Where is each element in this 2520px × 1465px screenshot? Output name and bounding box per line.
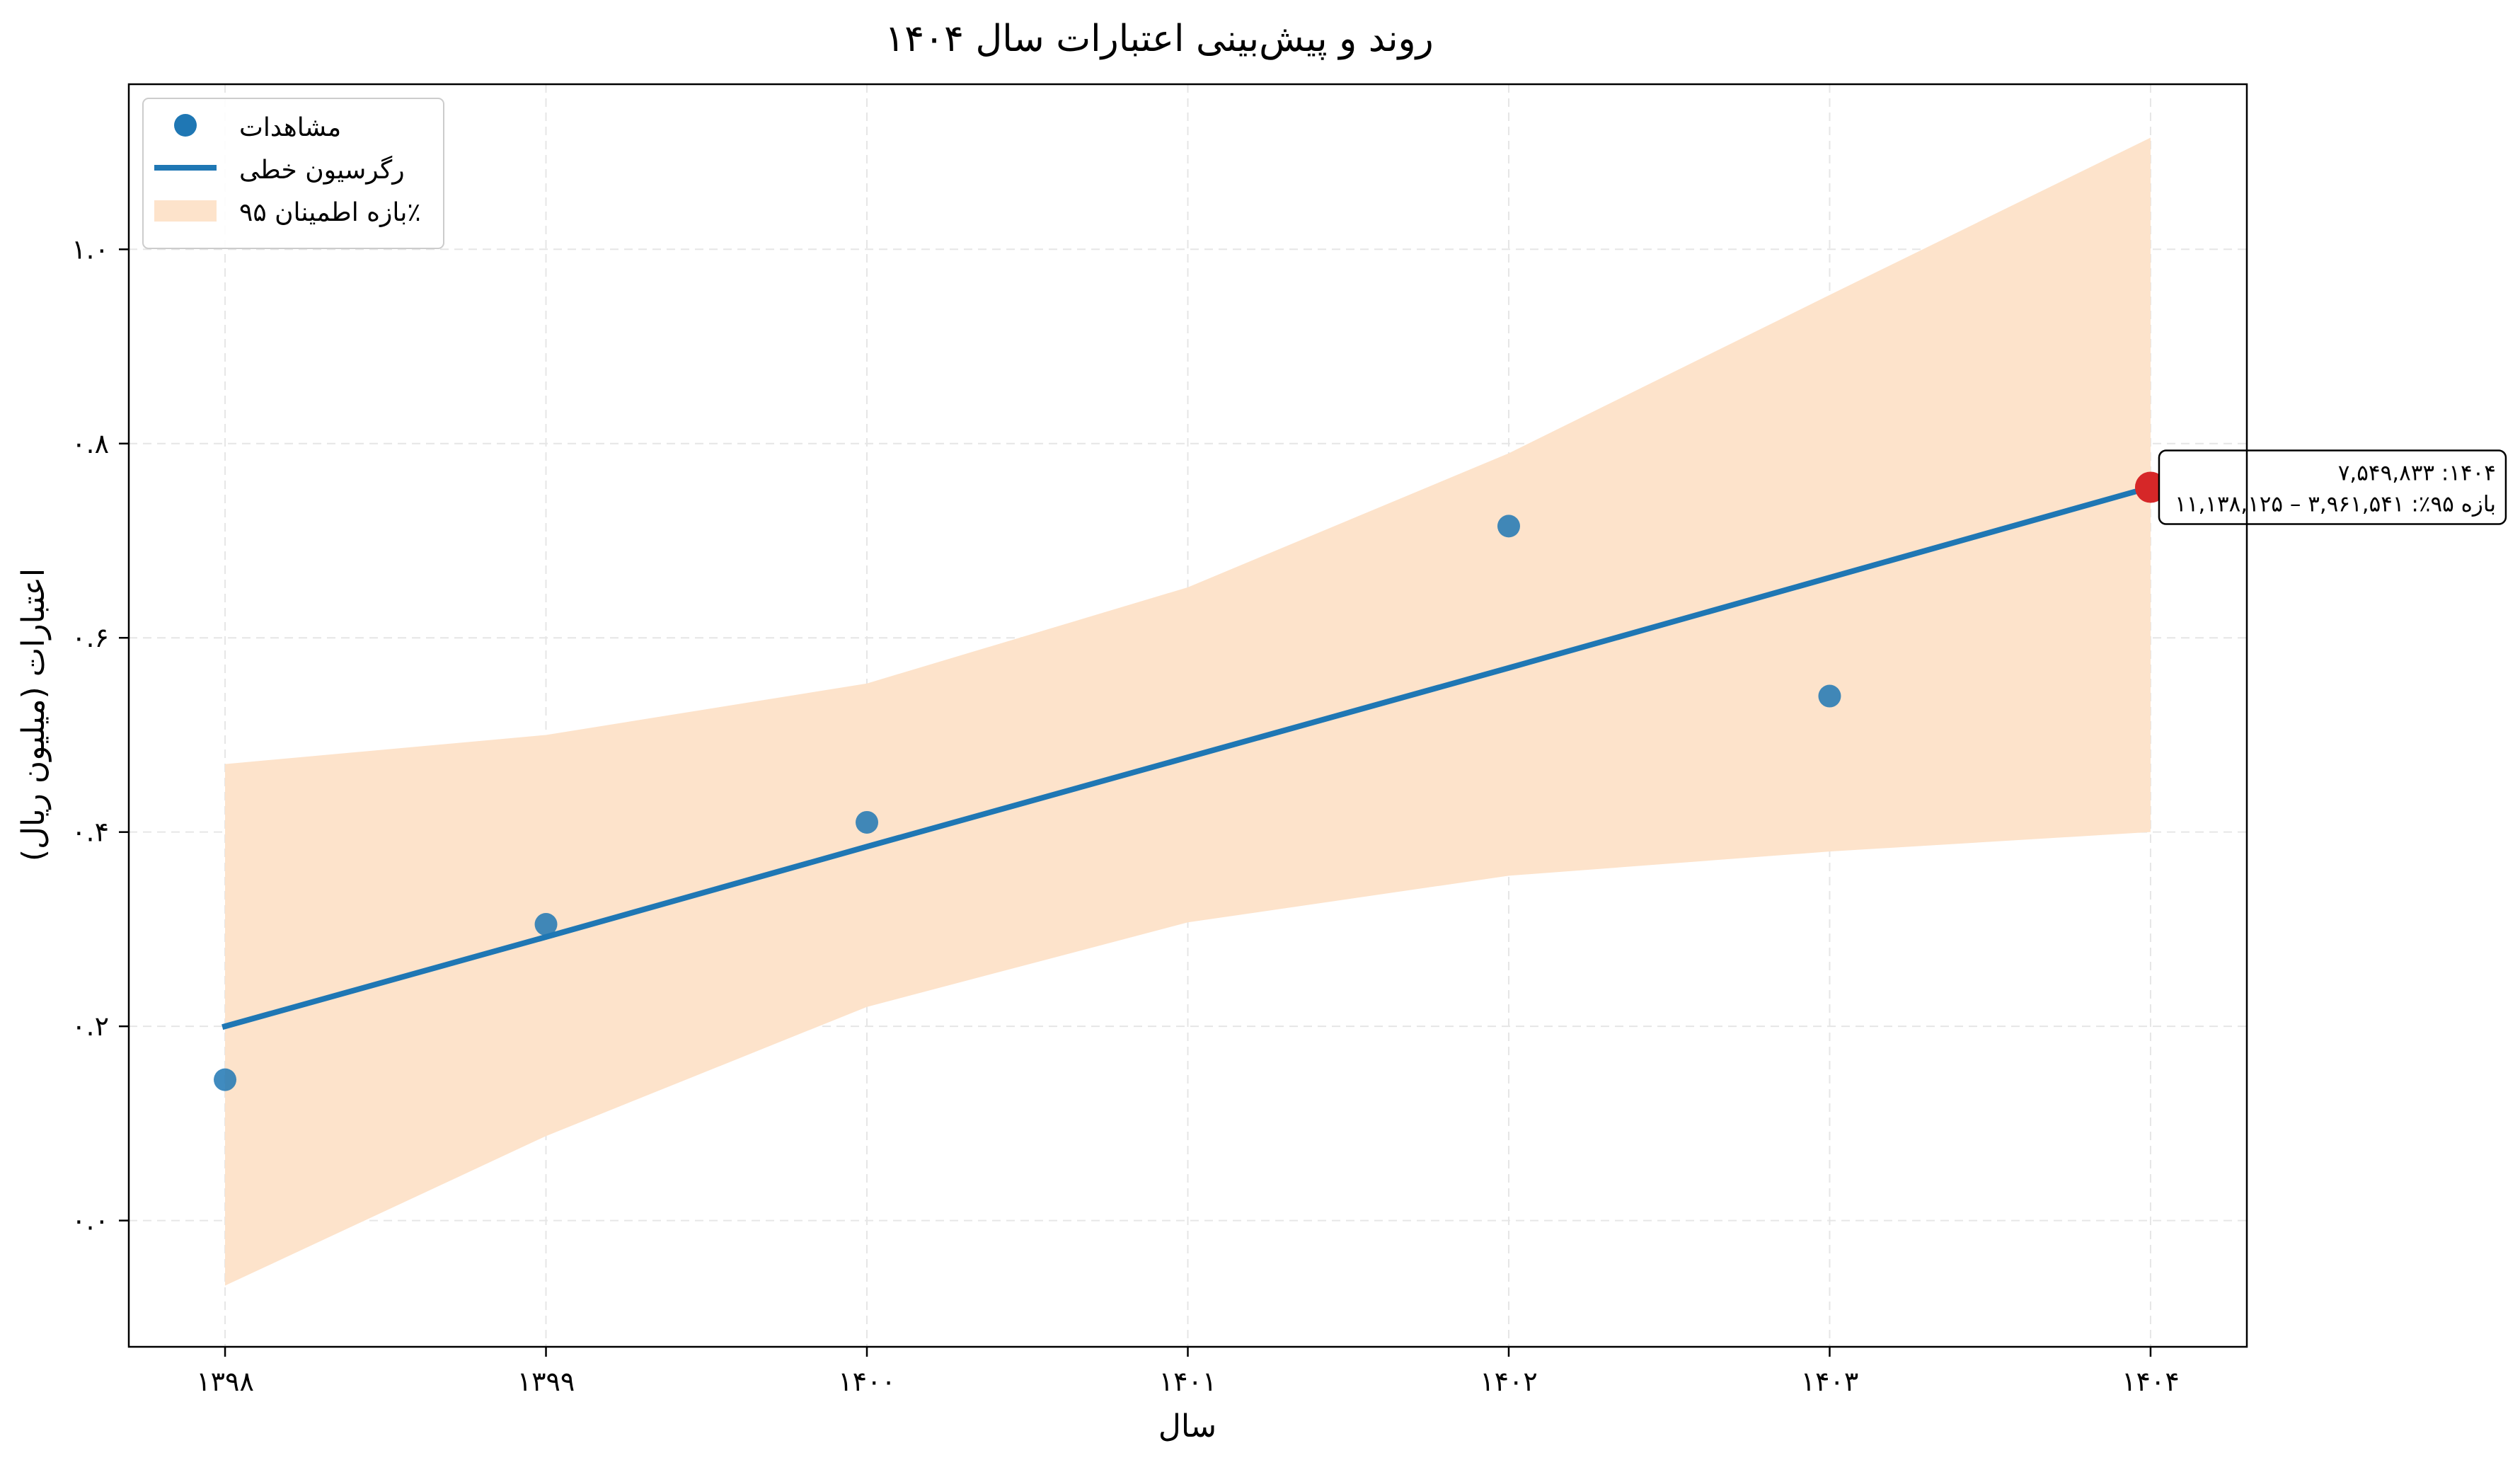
x-tick-label: ۱۳۹۸	[196, 1366, 254, 1397]
y-tick-label: ۰.۰	[71, 1205, 109, 1236]
x-axis-ticks: ۱۳۹۸ ۱۳۹۹ ۱۴۰۰ ۱۴۰۱ ۱۴۰۲ ۱۴۰۳ ۱۴۰۴	[196, 1347, 2180, 1397]
legend-observations-marker	[174, 114, 197, 137]
x-tick-label: ۱۴۰۲	[1480, 1366, 1538, 1397]
x-tick-label: ۱۴۰۱	[1159, 1366, 1217, 1397]
confidence-band-layer	[225, 137, 2151, 1286]
y-tick-label: ۱.۰	[71, 234, 109, 265]
y-axis-label: اعتبارات (میلیون ریال)	[16, 568, 52, 861]
legend-interval-swatch	[154, 200, 217, 222]
forecast-layer: ۷,۵۴۹,۸۳۳ :۱۴۰۴ بازه ۹۵٪: ۳,۹۶۱,۵۴۱ – ۱۱,…	[2134, 449, 2507, 525]
y-tick-label: ۰.۸	[71, 428, 109, 459]
x-tick-label: ۱۴۰۴	[2122, 1366, 2180, 1397]
y-tick-label: ۰.۶	[71, 622, 109, 653]
confidence-band	[225, 137, 2151, 1286]
regression-line	[221, 483, 2154, 1030]
x-tick-label: ۱۴۰۳	[1801, 1366, 1859, 1397]
y-axis-ticks: ۰.۰ ۰.۲ ۰.۴ ۰.۶ ۰.۸ ۱.۰	[71, 234, 129, 1236]
legend: مشاهدات رگرسیون خطی بازه اطمینان ۹۵٪	[142, 98, 444, 249]
forecast-annotation-box	[2158, 449, 2507, 525]
observation-point	[1818, 684, 1841, 708]
observation-points-layer	[214, 515, 1841, 1091]
observation-point	[214, 1068, 237, 1091]
observation-point	[1497, 515, 1520, 538]
forecast-interval-label: بازه ۹۵٪: ۳,۹۶۱,۵۴۱ – ۱۱,۱۳۸,۱۲۵	[2175, 492, 2496, 517]
legend-interval-label: بازه اطمینان ۹۵٪	[239, 198, 421, 227]
legend-box	[142, 98, 444, 249]
legend-observations-label: مشاهدات	[239, 113, 341, 142]
x-tick-label: ۱۳۹۹	[517, 1366, 575, 1397]
observation-point	[534, 913, 558, 936]
regression-line-layer	[221, 483, 2154, 1030]
x-tick-label: ۱۴۰۰	[838, 1366, 896, 1397]
y-tick-label: ۰.۴	[71, 817, 109, 848]
observation-point	[856, 810, 879, 834]
chart-title: روند و پیش‌بینی اعتبارات سال ۱۴۰۴	[885, 18, 1434, 60]
y-tick-label: ۰.۲	[71, 1011, 109, 1042]
legend-regression-label: رگرسیون خطی	[239, 155, 405, 185]
x-axis-label: سال	[1158, 1408, 1216, 1444]
forecast-value-label: ۷,۵۴۹,۸۳۳ :۱۴۰۴	[2338, 461, 2496, 486]
